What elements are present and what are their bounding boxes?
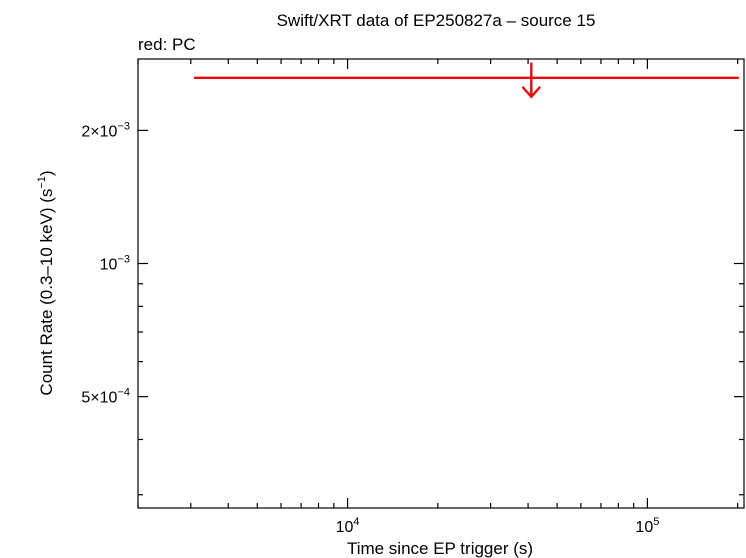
plot-frame xyxy=(137,58,745,509)
y-tick-label-base: 5×10 xyxy=(81,390,117,407)
x-tick-label-base: 10 xyxy=(336,519,354,536)
x-tick-label: 104 xyxy=(336,516,360,536)
y-tick-label: 2×10−3 xyxy=(81,120,130,140)
y-axis-label: Count Rate (0.3–10 keV) (s−1) xyxy=(36,170,56,395)
y-tick-label-base: 10 xyxy=(100,257,118,274)
data-series xyxy=(193,62,739,99)
x-tick-label-exp: 5 xyxy=(653,516,659,528)
y-tick-label-exp: −3 xyxy=(117,120,130,132)
y-axis-label-sup: −1 xyxy=(36,176,48,189)
axis-ticks xyxy=(137,59,744,508)
y-tick-label: 5×10−4 xyxy=(81,387,130,407)
x-tick-label-base: 10 xyxy=(635,519,653,536)
x-tick-label-exp: 4 xyxy=(353,516,359,528)
y-tick-label: 10−3 xyxy=(100,254,130,274)
upper-limit-arrowhead xyxy=(521,86,541,99)
x-tick-label: 105 xyxy=(635,516,659,536)
x-axis-label: Time since EP trigger (s) xyxy=(347,539,533,558)
y-tick-label-exp: −3 xyxy=(117,254,130,266)
chart-title: Swift/XRT data of EP250827a – source 15 xyxy=(277,11,596,30)
y-tick-label-base: 2×10 xyxy=(81,123,117,140)
y-tick-label-exp: −4 xyxy=(117,387,130,399)
y-axis-label-end: ) xyxy=(37,170,56,176)
legend-note: red: PC xyxy=(138,35,196,54)
y-axis-label-main: Count Rate (0.3–10 keV) (s xyxy=(37,189,56,396)
upper-limit-point xyxy=(193,62,739,99)
